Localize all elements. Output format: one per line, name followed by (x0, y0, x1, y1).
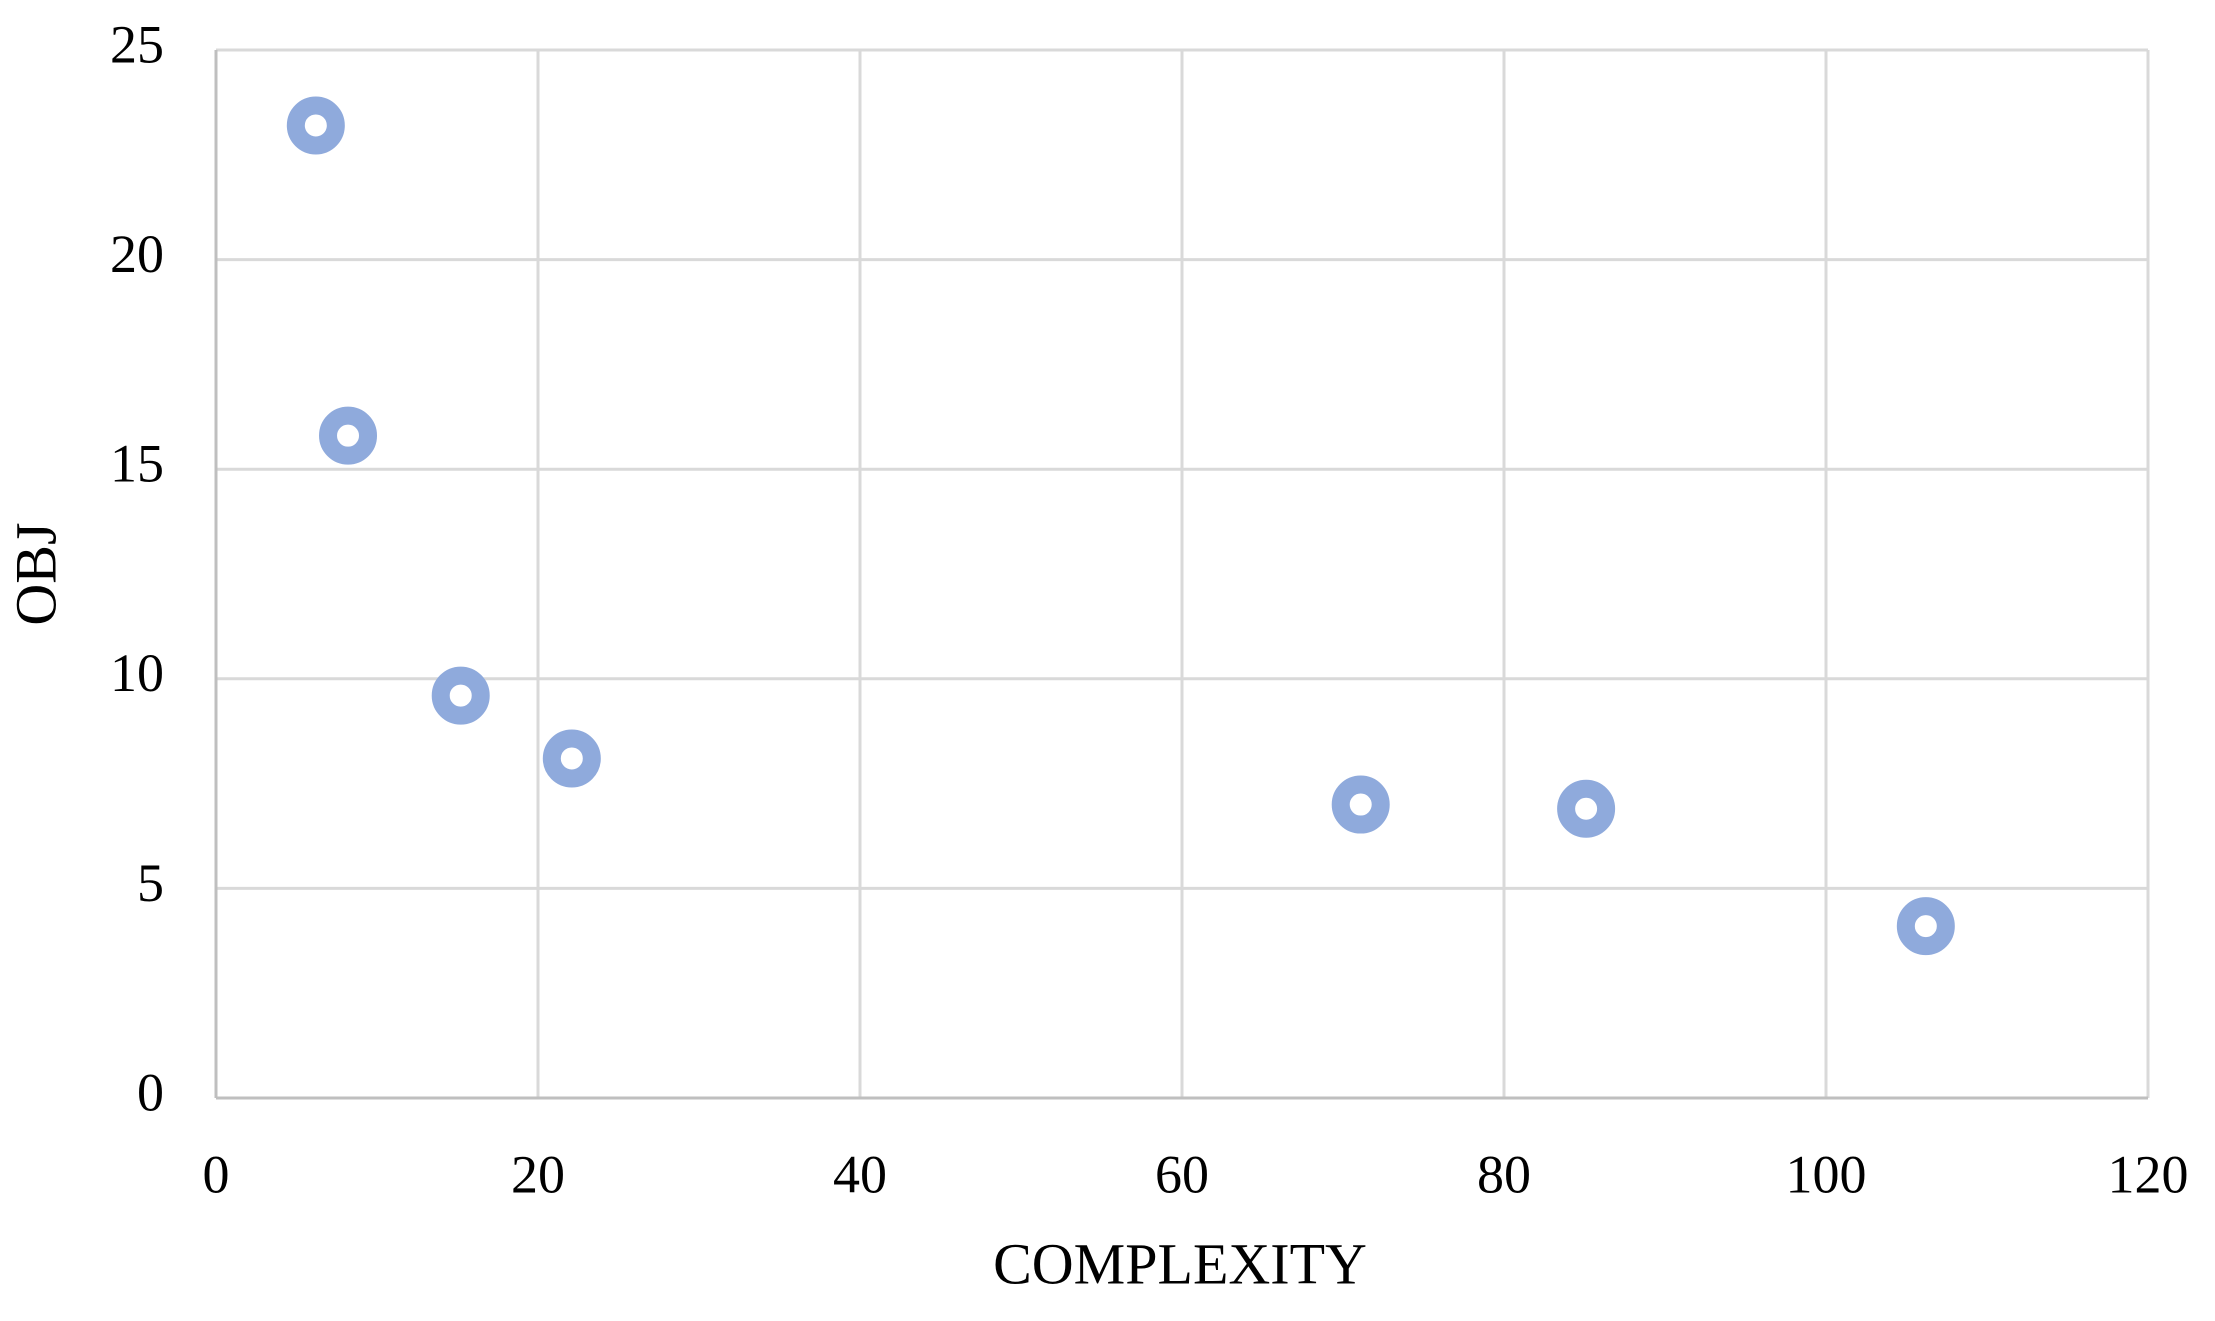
point (286, 96, 345, 155)
x-tick-label: 80 (1477, 1144, 1531, 1204)
y-tick-label: 25 (110, 14, 164, 74)
y-tick-label: 15 (110, 434, 164, 494)
x-tick-label: 100 (1786, 1144, 1867, 1204)
y-tick-label: 10 (110, 643, 164, 703)
point (431, 666, 490, 725)
y-tick-label: 0 (137, 1062, 164, 1122)
x-tick-label: 60 (1155, 1144, 1209, 1204)
x-tick-label: 20 (511, 1144, 565, 1204)
y-tick-label: 20 (110, 224, 164, 284)
point (1331, 775, 1390, 834)
x-axis-title: COMPLEXITY (993, 1231, 1367, 1296)
point (319, 406, 378, 465)
x-tick-label: 40 (833, 1144, 887, 1204)
point (1557, 779, 1616, 838)
x-tick-label: 0 (203, 1144, 230, 1204)
y-tick-label: 5 (137, 853, 164, 913)
x-tick-label: 120 (2108, 1144, 2189, 1204)
point (542, 729, 601, 788)
y-axis-title: OBJ (3, 522, 68, 625)
point (1896, 897, 1955, 956)
